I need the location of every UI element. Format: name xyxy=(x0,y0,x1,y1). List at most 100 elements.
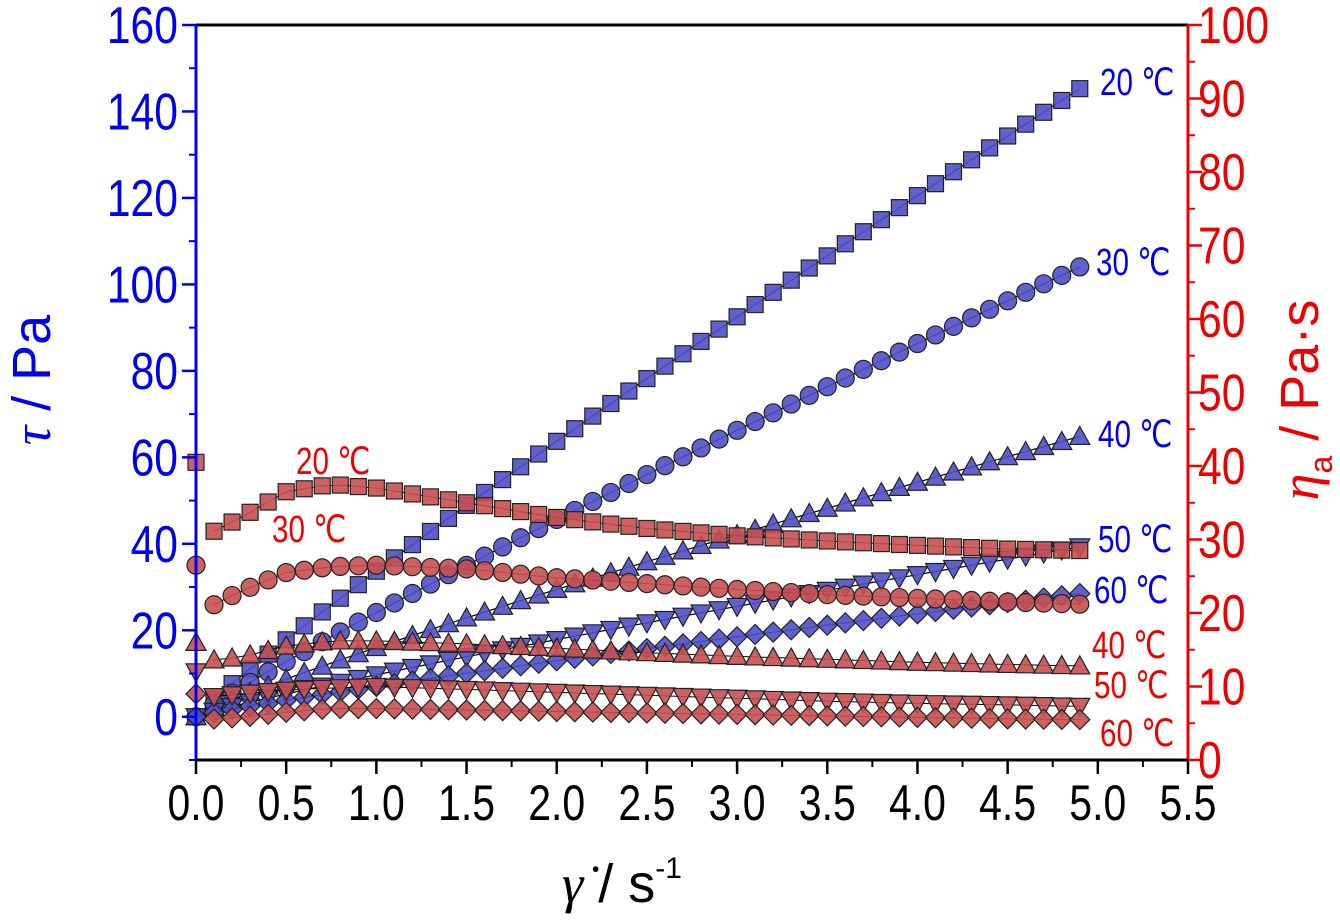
viscosity-point xyxy=(455,680,478,701)
shear-stress-point xyxy=(584,407,602,425)
shear-stress-point xyxy=(473,659,496,682)
viscosity-point xyxy=(710,525,728,543)
viscosity-point xyxy=(1032,653,1055,674)
shear-stress-point xyxy=(852,575,875,596)
shear-stress-point xyxy=(473,600,496,621)
viscosity-point xyxy=(1017,540,1035,559)
viscosity-point xyxy=(888,650,911,671)
x-tick-label: 1.5 xyxy=(438,775,495,831)
viscosity-point xyxy=(383,678,406,699)
viscosity-point xyxy=(1032,708,1055,731)
viscosity-point xyxy=(618,701,640,724)
x-tick-label: 0.0 xyxy=(168,775,225,831)
viscosity-point xyxy=(205,522,223,540)
viscosity-point xyxy=(421,488,440,506)
viscosity-point xyxy=(1050,654,1073,675)
shear-stress-point xyxy=(491,595,514,615)
viscosity-point xyxy=(617,640,640,661)
shear-stress-point xyxy=(674,345,692,363)
shear-stress-point xyxy=(1071,80,1089,98)
viscosity-point xyxy=(708,689,731,709)
shear-stress-point xyxy=(960,455,983,476)
viscosity-point xyxy=(834,693,857,713)
shear-stress-point xyxy=(708,601,731,621)
viscosity-point xyxy=(1052,594,1072,614)
left-y-tick-label: 100 xyxy=(107,256,178,314)
shear-stress-point xyxy=(491,657,514,680)
viscosity-point xyxy=(635,686,658,707)
shear-stress-point xyxy=(798,616,821,639)
shear-stress-point xyxy=(635,614,658,635)
viscosity-point xyxy=(455,632,478,653)
shear-stress-point xyxy=(872,211,890,229)
shear-stress-point xyxy=(383,662,406,683)
viscosity-point xyxy=(239,643,262,664)
viscosity-point xyxy=(744,645,767,666)
shear-stress-point xyxy=(852,609,875,632)
shear-stress-point xyxy=(527,652,550,675)
viscosity-point xyxy=(259,493,277,511)
viscosity-point xyxy=(473,633,496,654)
shear-stress-point xyxy=(671,607,695,628)
viscosity-point xyxy=(581,638,604,659)
shear-stress-point xyxy=(853,359,873,379)
shear-stress-point xyxy=(691,438,711,458)
viscosity-point xyxy=(1068,697,1091,718)
shear-stress-point xyxy=(1050,430,1073,451)
right-y-tick-label: 0 xyxy=(1198,732,1222,790)
viscosity-point xyxy=(545,637,568,657)
shear-stress-point xyxy=(439,509,458,527)
viscosity-point xyxy=(906,694,929,715)
shear-stress-point xyxy=(601,482,621,503)
x-tick-label: 3.5 xyxy=(799,775,856,831)
viscosity-point xyxy=(906,651,929,671)
shear-stress-point xyxy=(494,470,512,489)
viscosity-series-label: 20 ℃ xyxy=(296,441,370,483)
viscosity-point xyxy=(581,701,604,723)
viscosity-point xyxy=(924,706,947,729)
viscosity-point xyxy=(203,688,226,708)
left-y-tick-label: 20 xyxy=(131,602,178,660)
viscosity-point xyxy=(366,555,386,575)
shear-stress-point xyxy=(818,247,836,265)
x-axis-title: γ̇ / s-1 xyxy=(562,852,682,914)
viscosity-point xyxy=(852,693,875,714)
viscosity-point xyxy=(473,681,496,702)
shear-stress-point xyxy=(906,602,929,625)
viscosity-point xyxy=(818,532,836,550)
shear-stress-point xyxy=(653,545,676,565)
shear-stress-point xyxy=(638,369,656,388)
shear-stress-point xyxy=(1016,282,1036,302)
viscosity-point xyxy=(601,571,621,591)
viscosity-point xyxy=(1068,708,1091,731)
viscosity-point xyxy=(835,585,855,605)
shear-stress-point xyxy=(906,566,929,586)
left-y-tick-label: 140 xyxy=(107,84,178,142)
viscosity-point xyxy=(527,636,550,656)
shear-stress-point xyxy=(836,235,854,253)
viscosity-point xyxy=(599,639,622,660)
shear-series-label: 20 ℃ xyxy=(1100,62,1174,104)
viscosity-point xyxy=(1071,541,1089,560)
viscosity-point xyxy=(999,540,1017,558)
viscosity-point xyxy=(563,700,586,723)
viscosity-point xyxy=(853,586,873,606)
viscosity-point xyxy=(329,679,352,699)
viscosity-point xyxy=(401,630,424,651)
viscosity-point xyxy=(401,679,424,699)
viscosity-point xyxy=(996,707,1019,730)
shear-stress-point xyxy=(870,572,893,593)
shear-stress-point xyxy=(999,127,1017,145)
viscosity-point xyxy=(638,519,656,538)
viscosity-point xyxy=(763,581,783,602)
viscosity-point xyxy=(221,646,244,667)
shear-series-label: 40 ℃ xyxy=(1098,414,1172,456)
right-y-axis-subscript: a xyxy=(1303,456,1339,474)
viscosity-point xyxy=(311,630,334,651)
viscosity-point xyxy=(708,703,730,725)
viscosity-point xyxy=(727,579,747,600)
viscosity-point xyxy=(888,694,911,715)
viscosity-point xyxy=(1053,541,1071,559)
shear-stress-point xyxy=(349,576,367,594)
